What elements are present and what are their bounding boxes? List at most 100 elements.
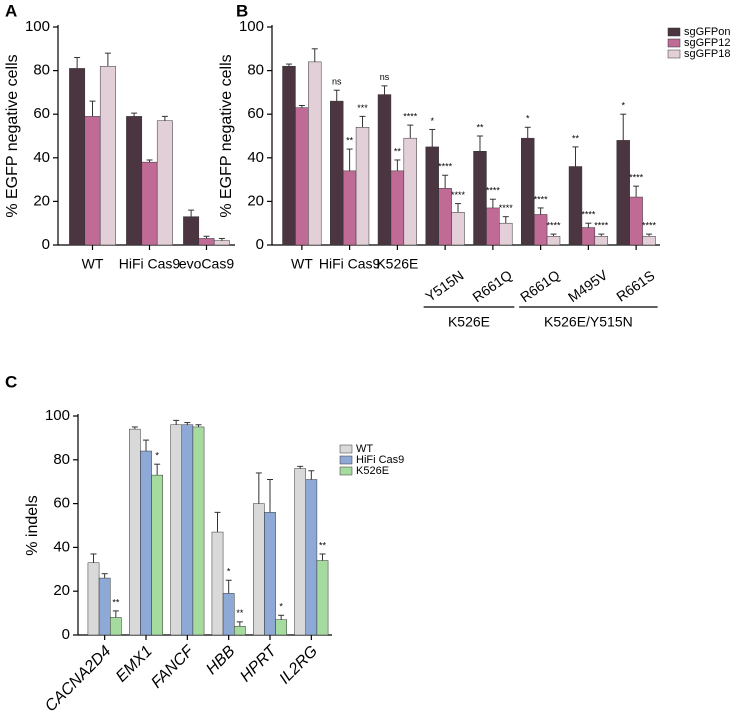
- bar: [213, 240, 230, 246]
- significance: ****: [594, 220, 609, 230]
- y-tick-label: 40: [53, 538, 70, 555]
- x-tick-label: R661S: [613, 267, 657, 305]
- legend-label: sgGFP18: [684, 48, 730, 60]
- x-tick-label: WT: [82, 256, 104, 272]
- bar: [629, 196, 643, 246]
- x-tick-label: HiFi Cas9: [119, 256, 181, 272]
- bar: [126, 116, 143, 246]
- bar: [616, 140, 630, 246]
- bar: [222, 593, 235, 636]
- significance: *: [227, 567, 231, 577]
- bar: [294, 468, 307, 636]
- bar: [355, 127, 370, 246]
- y-axis-label: % EGFP negative cells: [4, 54, 21, 217]
- bar: [546, 236, 561, 246]
- bar: [69, 68, 86, 246]
- group-label: K526E: [448, 314, 490, 330]
- significance: **: [572, 133, 580, 143]
- y-tick-label: 80: [247, 62, 264, 79]
- bar: [211, 531, 224, 636]
- significance: *: [430, 116, 434, 126]
- bar: [151, 474, 163, 636]
- y-tick-label: 60: [247, 105, 264, 122]
- bar: [253, 503, 265, 636]
- significance: *: [526, 114, 530, 124]
- panel-label: C: [5, 372, 17, 391]
- legend-swatch: [667, 38, 681, 48]
- legend-label: HiFi Cas9: [356, 454, 404, 466]
- bar: [499, 222, 513, 246]
- significance: **: [394, 146, 402, 156]
- bar: [568, 166, 583, 246]
- bar: [390, 170, 405, 246]
- bar: [451, 212, 465, 246]
- y-tick-label: 80: [33, 62, 50, 79]
- legend-label: sgGFPon: [684, 26, 730, 38]
- y-tick-label: 0: [42, 236, 50, 253]
- bar: [308, 61, 322, 246]
- x-tick-label: evoCas9: [179, 256, 234, 272]
- x-tick-label: WT: [291, 256, 313, 272]
- y-tick-label: 100: [45, 407, 70, 424]
- bar: [295, 107, 309, 246]
- y-tick-label: 20: [33, 192, 50, 209]
- x-tick-label: R661Q: [469, 267, 515, 306]
- legend-swatch: [667, 27, 681, 37]
- bar: [305, 479, 318, 636]
- y-tick-label: 80: [53, 451, 70, 468]
- significance: ns: [332, 77, 342, 87]
- y-tick-label: 20: [53, 582, 70, 599]
- legend-swatch: [339, 466, 353, 476]
- legend-swatch: [339, 444, 353, 454]
- bar: [438, 188, 452, 246]
- bar: [581, 227, 596, 246]
- significance: ****: [403, 111, 418, 121]
- group-label: K526E/Y515N: [544, 314, 633, 330]
- y-tick-label: 20: [247, 192, 264, 209]
- significance: **: [112, 597, 120, 607]
- y-tick-label: 40: [247, 149, 264, 166]
- bar: [87, 562, 100, 636]
- significance: *: [279, 602, 283, 612]
- legend-label: WT: [356, 443, 373, 455]
- legend-label: sgGFP12: [684, 37, 730, 49]
- bar: [192, 426, 205, 636]
- significance: ****: [629, 173, 644, 183]
- bar: [342, 170, 357, 246]
- y-tick-label: 60: [53, 495, 70, 512]
- bar: [403, 137, 417, 246]
- bar: [425, 146, 439, 246]
- x-tick-label: M495V: [565, 266, 611, 305]
- legend-label: K526E: [356, 465, 389, 477]
- significance: **: [346, 135, 354, 145]
- x-tick-label: HiFi Cas9: [319, 256, 381, 272]
- y-tick-label: 40: [33, 149, 50, 166]
- bar: [521, 137, 535, 246]
- significance: ***: [357, 103, 368, 113]
- bar: [486, 207, 500, 246]
- x-tick-label: R661Q: [517, 267, 563, 306]
- x-tick-label: IL2RG: [276, 643, 321, 688]
- bar: [98, 577, 111, 636]
- bar: [533, 214, 548, 246]
- bar: [316, 560, 329, 636]
- y-axis-label: % indels: [24, 495, 41, 555]
- significance: ns: [380, 72, 390, 82]
- y-tick-label: 60: [33, 105, 50, 122]
- x-tick-label: Y515N: [422, 267, 466, 305]
- bar: [594, 236, 608, 246]
- significance: ****: [438, 162, 453, 172]
- bar: [282, 65, 296, 246]
- bar: [129, 428, 141, 636]
- bar: [140, 450, 152, 636]
- bar: [473, 151, 487, 246]
- significance: ****: [534, 194, 549, 204]
- bar: [642, 236, 656, 246]
- bar: [275, 619, 287, 636]
- significance: **: [319, 540, 327, 550]
- x-tick-label: HPRT: [237, 642, 280, 685]
- y-axis-label: % EGFP negative cells: [218, 54, 235, 217]
- bar: [198, 238, 215, 246]
- y-tick-label: 100: [25, 18, 50, 35]
- y-tick-label: 0: [256, 236, 264, 253]
